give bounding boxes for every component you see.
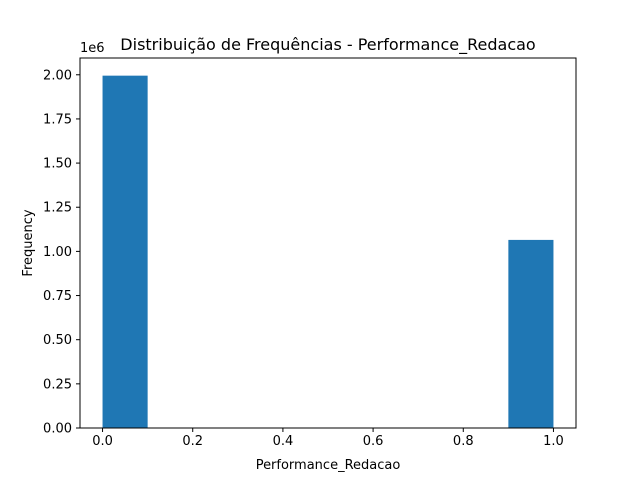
y-tick-label: 0.75 bbox=[43, 289, 72, 304]
y-tick-label: 2.00 bbox=[43, 68, 72, 83]
y-tick-label: 0.00 bbox=[43, 422, 72, 437]
plot-frame bbox=[79, 57, 577, 429]
y-axis-ticks: 0.00 0.25 0.50 0.75 1.00 1.25 1.50 1.75 2.00 bbox=[43, 68, 80, 437]
x-axis-ticks: 0.0 0.2 0.4 0.6 0.8 1.0 bbox=[92, 428, 564, 449]
chart-title: Distribuição de Frequências - Performanc… bbox=[120, 35, 535, 55]
x-tick-label: 0.0 bbox=[92, 434, 113, 449]
x-tick-label: 0.6 bbox=[363, 434, 384, 449]
y-tick-label: 1.00 bbox=[43, 245, 72, 260]
x-tick-label: 0.2 bbox=[182, 434, 203, 449]
bars-group bbox=[102, 75, 554, 428]
x-tick-label: 1.0 bbox=[543, 434, 564, 449]
y-axis-label: Frequency bbox=[21, 209, 36, 276]
y-tick-label: 0.25 bbox=[43, 377, 72, 392]
histogram-bar-9 bbox=[508, 239, 554, 428]
y-offset-label: 1e6 bbox=[80, 41, 105, 56]
y-tick-label: 1.25 bbox=[43, 201, 72, 216]
x-axis-label: Performance_Redacao bbox=[256, 458, 401, 473]
y-tick-label: 1.75 bbox=[43, 112, 72, 127]
y-tick-label: 0.50 bbox=[43, 333, 72, 348]
y-tick-label: 1.50 bbox=[43, 157, 72, 172]
histogram-bar-0 bbox=[102, 75, 148, 428]
x-tick-label: 0.8 bbox=[453, 434, 474, 449]
x-tick-label: 0.4 bbox=[273, 434, 294, 449]
